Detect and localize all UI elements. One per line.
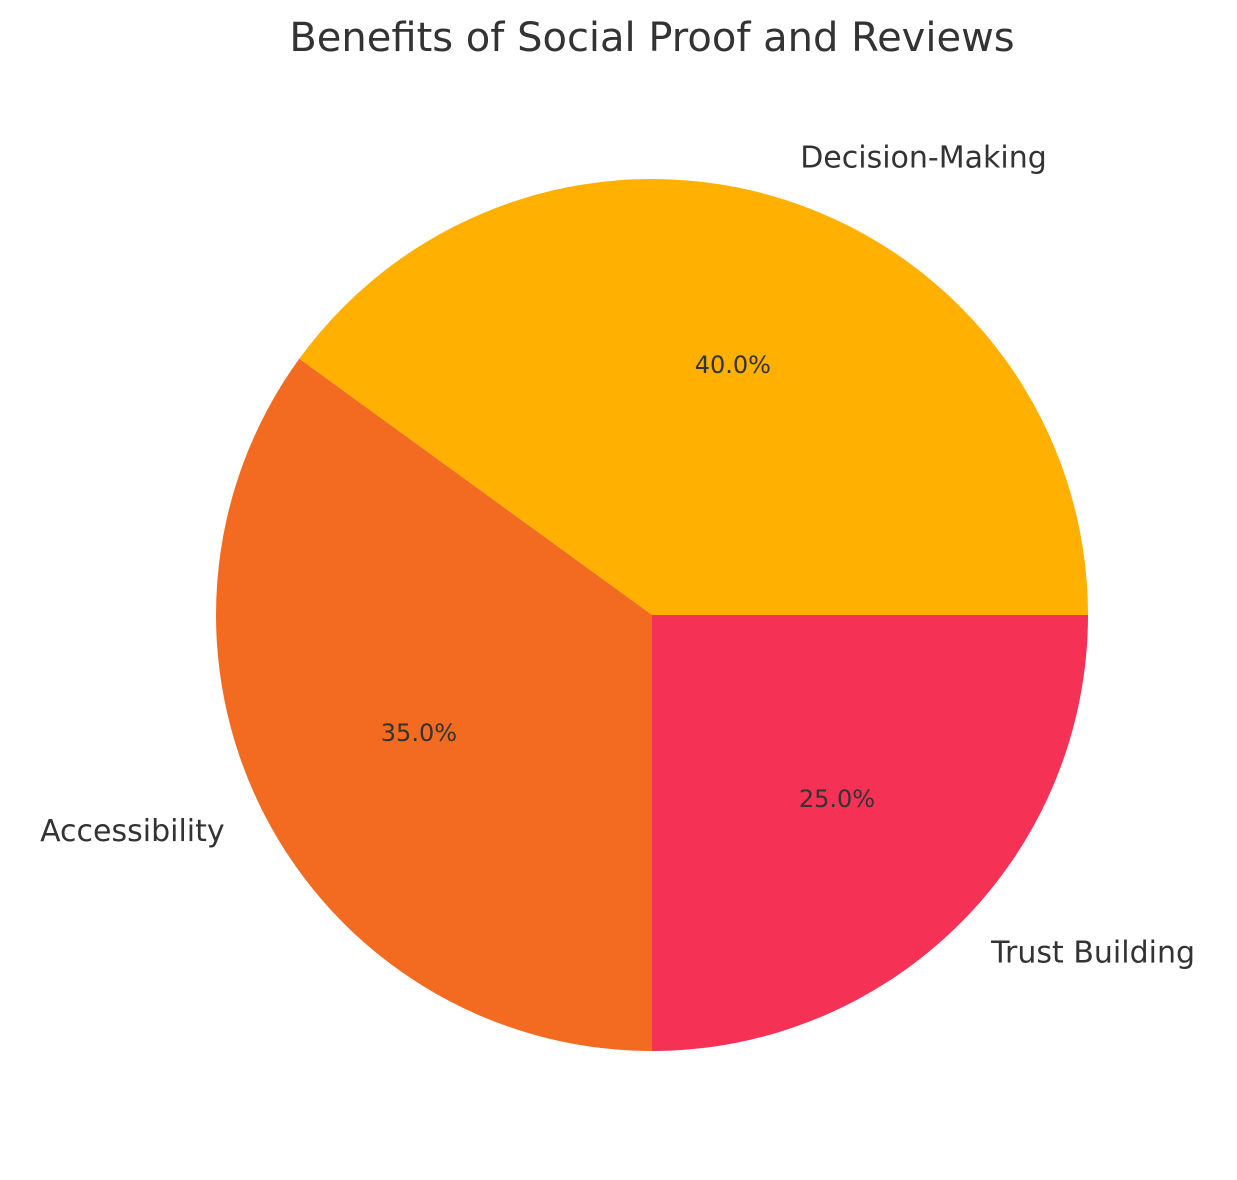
pie-slice xyxy=(299,179,1089,615)
slice-label: Decision-Making xyxy=(800,140,1047,175)
slice-label: Trust Building xyxy=(990,936,1195,971)
value-label: 40.0% xyxy=(695,351,771,379)
pie-slice xyxy=(215,358,652,1052)
slice-label: Accessibility xyxy=(40,814,225,849)
pie-slice xyxy=(652,615,1088,1051)
chart-title: Benefits of Social Proof and Reviews xyxy=(289,15,1014,61)
value-label: 25.0% xyxy=(799,785,875,813)
value-label: 35.0% xyxy=(381,719,457,747)
